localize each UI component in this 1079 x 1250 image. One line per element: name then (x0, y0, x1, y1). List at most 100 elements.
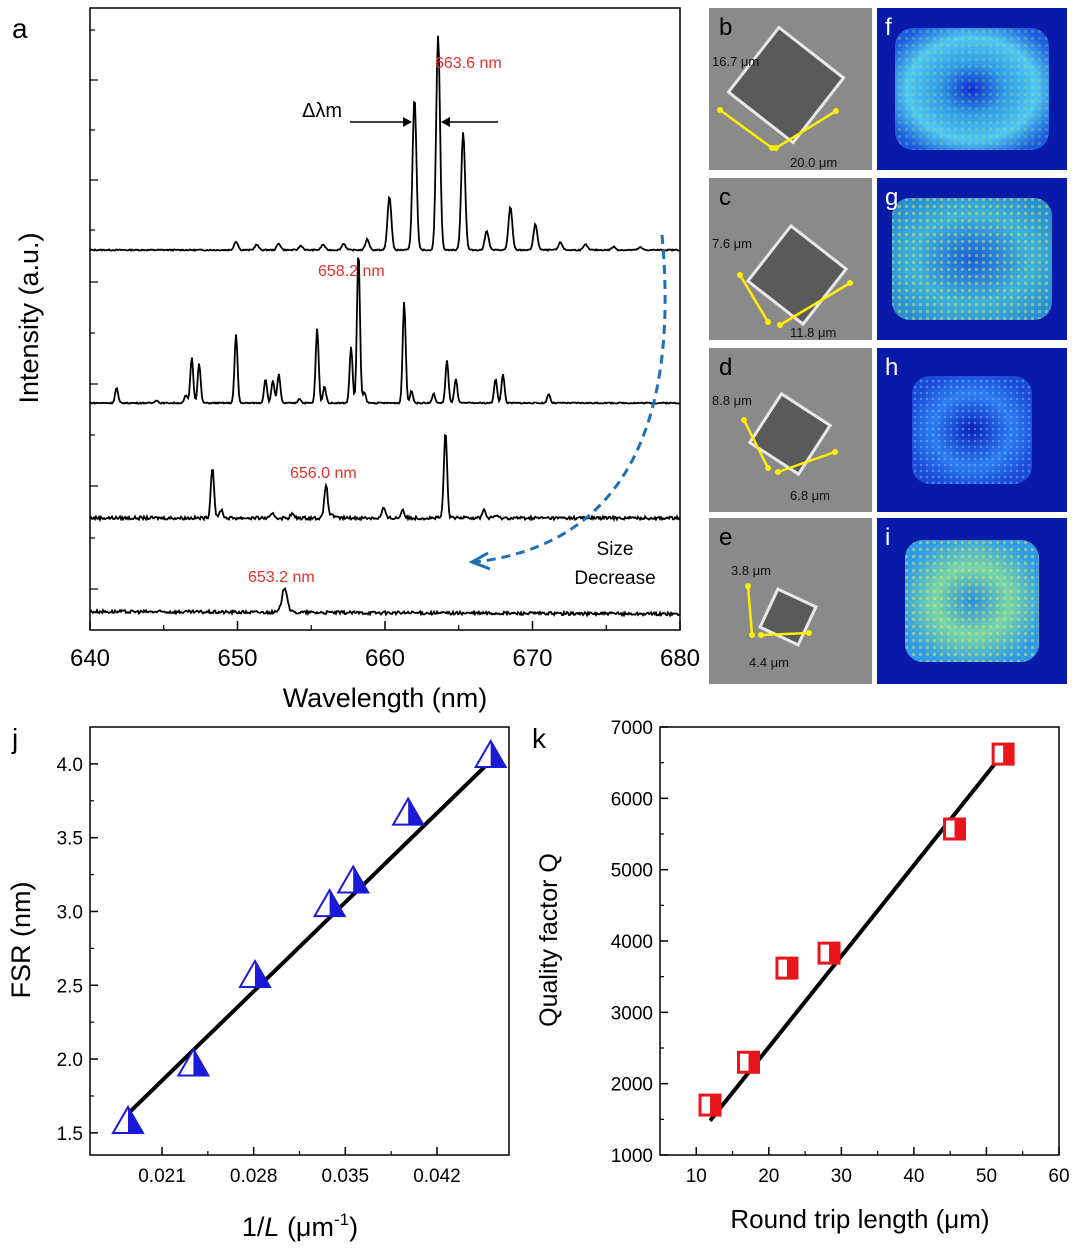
arrow-tip (758, 632, 764, 638)
field-map-i: i (877, 518, 1067, 684)
data-point-triangle (111, 1105, 145, 1135)
data-point-square (737, 1050, 761, 1074)
size-decrease-arrow (474, 234, 667, 564)
x-tick-label: 640 (70, 645, 110, 672)
x-tick-label: 660 (365, 645, 405, 672)
field-map-f: f (877, 8, 1067, 170)
y-tick-label: 1000 (611, 1146, 653, 1167)
dimension-label: 6.8 μm (790, 488, 830, 503)
dimension-label: 8.8 μm (712, 393, 752, 408)
spectrum-line (89, 35, 681, 252)
spectra-frame (89, 7, 681, 631)
x-tick-label: 0.042 (413, 1166, 461, 1187)
arrow-tip (777, 322, 783, 328)
data-point-square (943, 817, 967, 841)
spectra-lines (89, 35, 681, 618)
sem-image-e: 3.8 μm 4.4 μm e (709, 518, 872, 684)
sem-image-c: 7.6 μm 11.8 μm c (709, 178, 872, 340)
field-lattice (892, 198, 1052, 320)
dimension-label: 16.7 μm (712, 54, 759, 69)
x-tick-label: 680 (660, 645, 700, 672)
panel-label-d: d (719, 354, 732, 381)
y-tick-label: 4000 (611, 932, 653, 953)
arrow-tip (741, 417, 747, 423)
y-tick-label: 2.0 (57, 1050, 83, 1071)
x-tick-label: 0.021 (138, 1166, 186, 1187)
panel-label-k: k (532, 723, 547, 754)
data-point-triangle (391, 796, 425, 826)
x-tick-label: 670 (512, 645, 552, 672)
dimension-arrow (746, 585, 754, 636)
sem-image-b: 16.7 μm 20.0 μm b (709, 8, 872, 170)
sem-image-d: 8.8 μm 6.8 μm d (709, 348, 872, 512)
delta-lambda-label: Δλm (302, 100, 342, 122)
dimension-label: 7.6 μm (712, 236, 752, 251)
field-map-g: g (877, 178, 1067, 340)
peak-wavelength-label: 658.2 nm (318, 263, 385, 280)
size-decrease-label: Size Decrease (574, 539, 655, 589)
peak-wavelength-label: 656.0 nm (290, 465, 357, 482)
x-axis-label: 1/L (μm-1) (242, 1210, 358, 1242)
fsr-panel: j 0.021 0.028 0.035 0.042 1.5 2.0 2.5 3.0 3.5 4.0… (6, 723, 510, 1242)
x-tick-label: 10 (686, 1166, 707, 1187)
panel-label-h: h (885, 354, 898, 381)
data-point-square (698, 1093, 722, 1117)
y-tick-label: 2000 (611, 1075, 653, 1096)
data-point-triangle (336, 864, 370, 894)
microcrystal (747, 391, 833, 477)
panel-label-f: f (885, 14, 892, 41)
dimension-label: 20.0 μm (790, 155, 837, 170)
x-tick-label: 0.028 (230, 1166, 278, 1187)
y-axis-label: FSR (nm) (6, 882, 36, 999)
dimension-arrow (719, 108, 773, 150)
arrow-tip (737, 272, 743, 278)
arrow-tip (773, 145, 779, 151)
field-map-h: h (877, 348, 1067, 512)
dimension-arrow (775, 109, 837, 150)
y-tick-label: 3.5 (57, 829, 83, 850)
spectra-panel: a 640 650 660 670 680 663.6 nm 658.2 nm 656.0 … (12, 7, 700, 713)
arrow-tip (833, 108, 839, 114)
dimension-arrow (779, 281, 851, 327)
dimension-arrow (760, 631, 810, 637)
x-axis-ticks: 640 650 660 670 680 (70, 621, 700, 672)
spectrum-line (89, 586, 681, 618)
y-axis-label: Intensity (a.u.) (14, 232, 44, 403)
panel-label-b: b (719, 14, 732, 41)
dimension-arrow (777, 450, 836, 474)
x-tick-label: 50 (976, 1166, 997, 1187)
arrow-tip (765, 465, 771, 471)
arrow-tip (847, 280, 853, 286)
fsr-annotation: Δλm (302, 100, 498, 127)
y-tick-label: 7000 (611, 718, 653, 739)
dimension-arrow (738, 274, 770, 323)
y-tick-label: 3000 (611, 1003, 653, 1024)
arrow-tip (806, 630, 812, 636)
field-lattice (895, 28, 1049, 150)
y-axis-ticks (90, 29, 98, 590)
data-point-square (775, 956, 799, 980)
data-point-triangle (312, 888, 347, 918)
dimension-label: 11.8 μm (790, 325, 836, 340)
quality-factor-panel: k 10 20 30 40 50 60 1000 2000 3000 4000 5000 6000 70… (532, 718, 1070, 1234)
arrow-tip (717, 107, 723, 113)
arrow-tip (832, 449, 838, 455)
peak-wavelength-label: 663.6 nm (435, 55, 502, 72)
linear-fit-line (126, 759, 493, 1116)
panel-label-i: i (885, 524, 890, 551)
arrow-tip (749, 632, 755, 638)
field-lattice (905, 540, 1039, 662)
image-panels: 16.7 μm 20.0 μm b f 7.6 μm 11.8 μm c g 8.8 μm 6.8… (709, 8, 1067, 684)
peak-wavelength-label: 653.2 nm (248, 569, 315, 586)
y-tick-label: 4.0 (57, 755, 83, 776)
y-tick-label: 3.0 (57, 902, 83, 923)
y-tick-label: 2.5 (57, 976, 83, 997)
x-axis-label: Round trip length (μm) (730, 1204, 989, 1234)
y-tick-label: 5000 (611, 861, 653, 882)
panel-label-c: c (719, 184, 731, 211)
y-axis-label: Quality factor Q (535, 853, 563, 1027)
data-point-triangle (473, 739, 508, 769)
dimension-label: 3.8 μm (731, 563, 771, 578)
y-tick-label: 6000 (611, 789, 653, 810)
